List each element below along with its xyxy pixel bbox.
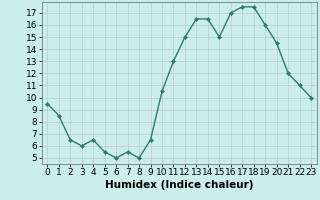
X-axis label: Humidex (Indice chaleur): Humidex (Indice chaleur) (105, 180, 253, 190)
